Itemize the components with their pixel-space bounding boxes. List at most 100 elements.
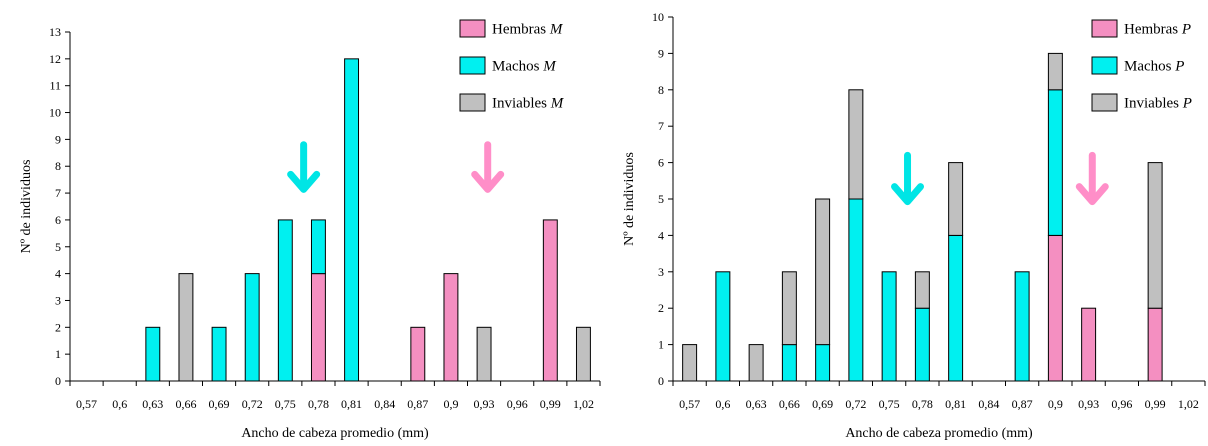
- x-tick-label: 0,69: [209, 397, 230, 411]
- y-tick-label: 7: [55, 186, 61, 200]
- legend-label: Inviables M: [492, 96, 565, 112]
- legend-item-hembras: Hembras M: [459, 19, 564, 38]
- x-tick-label: 0,93: [474, 397, 495, 411]
- bar-machos-8: [948, 234, 964, 382]
- y-tick-label: 6: [55, 213, 61, 227]
- legend-item-hembras: Hembras P: [1091, 19, 1191, 38]
- bar-inviables-8: [948, 162, 964, 236]
- x-tick-label: 0,99: [540, 397, 561, 411]
- bar-inviables-3: [178, 273, 194, 382]
- y-tick-label: 1: [55, 347, 61, 361]
- bar-machos-6: [881, 271, 897, 382]
- bar-machos-2: [145, 326, 161, 382]
- x-tick-label: 0,81: [341, 397, 362, 411]
- x-axis-title: Ancho de cabeza promedio (mm): [845, 426, 1033, 441]
- y-tick-label: 10: [652, 10, 664, 24]
- y-axis-title: Nº de individuos: [19, 160, 34, 254]
- x-tick-label: 0,96: [1111, 397, 1132, 411]
- y-tick-label: 11: [49, 79, 61, 93]
- x-tick-label: 0,9: [1048, 397, 1063, 411]
- y-tick-label: 6: [658, 156, 664, 170]
- x-tick-label: 0,84: [374, 397, 395, 411]
- y-tick-label: 8: [55, 159, 61, 173]
- y-tick-label: 8: [658, 83, 664, 97]
- bar-inviables-14: [1147, 162, 1163, 309]
- x-tick-label: 0,63: [746, 397, 767, 411]
- legend-item-inviables: Inviables M: [459, 93, 565, 112]
- x-tick-label: 0,69: [812, 397, 833, 411]
- legend-item-machos: Machos P: [1091, 56, 1184, 75]
- legend-item-inviables: Inviables P: [1091, 93, 1192, 112]
- legend-swatch: [1091, 93, 1118, 112]
- bar-hembras-11: [1047, 234, 1063, 382]
- x-tick-label: 0,84: [978, 397, 999, 411]
- x-tick-label: 0,93: [1078, 397, 1099, 411]
- y-tick-label: 5: [55, 240, 61, 254]
- bar-inviables-7: [914, 271, 930, 309]
- x-tick-label: 0,6: [715, 397, 730, 411]
- mean-arrow-hembras: [1075, 151, 1109, 206]
- x-tick-label: 0,57: [679, 397, 700, 411]
- legend-label: Machos P: [1124, 59, 1184, 75]
- bar-machos-7: [310, 219, 326, 275]
- bar-machos-4: [211, 326, 227, 382]
- y-tick-label: 0: [658, 374, 664, 388]
- legend-swatch: [1091, 56, 1118, 75]
- bar-hembras-11: [443, 273, 459, 382]
- y-tick-label: 12: [49, 52, 61, 66]
- y-tick-label: 4: [55, 267, 61, 281]
- mean-arrow-hembras: [471, 141, 505, 193]
- x-tick-label: 0,78: [912, 397, 933, 411]
- bar-inviables-5: [848, 89, 864, 200]
- bar-inviables-11: [1047, 52, 1063, 91]
- y-axis-title: Nº de individuos: [622, 152, 637, 246]
- bar-inviables-12: [476, 326, 492, 382]
- bar-machos-6: [277, 219, 293, 382]
- bar-machos-11: [1047, 89, 1063, 236]
- x-tick-label: 1,02: [1178, 397, 1199, 411]
- legend-swatch: [459, 19, 486, 38]
- chart-2: 0,57 0,6 0,63 0,66 0,69 0,72 0,75 0,78 0,81 0,84 0…: [622, 10, 1206, 441]
- mean-arrow-machos: [287, 141, 321, 193]
- x-tick-label: 0,66: [175, 397, 196, 411]
- y-tick-label: 9: [658, 46, 664, 60]
- bar-machos-10: [1014, 271, 1030, 382]
- y-tick-label: 2: [55, 320, 61, 334]
- x-tick-label: 0,72: [242, 397, 263, 411]
- legend-label: Inviables P: [1124, 96, 1192, 112]
- bar-hembras-12: [1081, 307, 1097, 382]
- bar-machos-8: [344, 58, 360, 382]
- legend-swatch: [1091, 19, 1118, 38]
- bar-machos-4: [815, 344, 831, 382]
- y-tick-label: 9: [55, 132, 61, 146]
- chart-1: 0,57 0,6 0,63 0,66 0,69 0,72 0,75 0,78 0,81 0,84 0…: [19, 19, 601, 441]
- bar-hembras-7: [310, 273, 326, 382]
- y-tick-label: 2: [658, 301, 664, 315]
- y-tick-label: 7: [658, 119, 664, 133]
- legend-swatch: [459, 93, 486, 112]
- y-tick-label: 3: [55, 293, 61, 307]
- legend-label: Machos M: [492, 59, 557, 75]
- legend-label: Hembras M: [492, 22, 564, 38]
- bar-hembras-14: [1147, 307, 1163, 382]
- bar-hembras-14: [542, 219, 558, 382]
- bar-hembras-10: [410, 326, 426, 382]
- y-tick-label: 0: [55, 374, 61, 388]
- y-tick-label: 10: [49, 106, 61, 120]
- bar-machos-5: [244, 273, 260, 382]
- x-tick-label: 0,63: [142, 397, 163, 411]
- bar-inviables-4: [815, 198, 831, 346]
- y-tick-label: 4: [658, 228, 664, 242]
- bar-inviables-15: [575, 326, 591, 382]
- bar-machos-1: [715, 271, 731, 382]
- x-tick-label: 0,87: [407, 397, 428, 411]
- bar-machos-7: [914, 307, 930, 382]
- y-tick-label: 5: [658, 192, 664, 206]
- bar-inviables-0: [682, 344, 698, 382]
- mean-arrow-machos: [891, 151, 925, 206]
- y-tick-label: 1: [658, 338, 664, 352]
- bar-machos-5: [848, 198, 864, 382]
- x-tick-label: 0,66: [779, 397, 800, 411]
